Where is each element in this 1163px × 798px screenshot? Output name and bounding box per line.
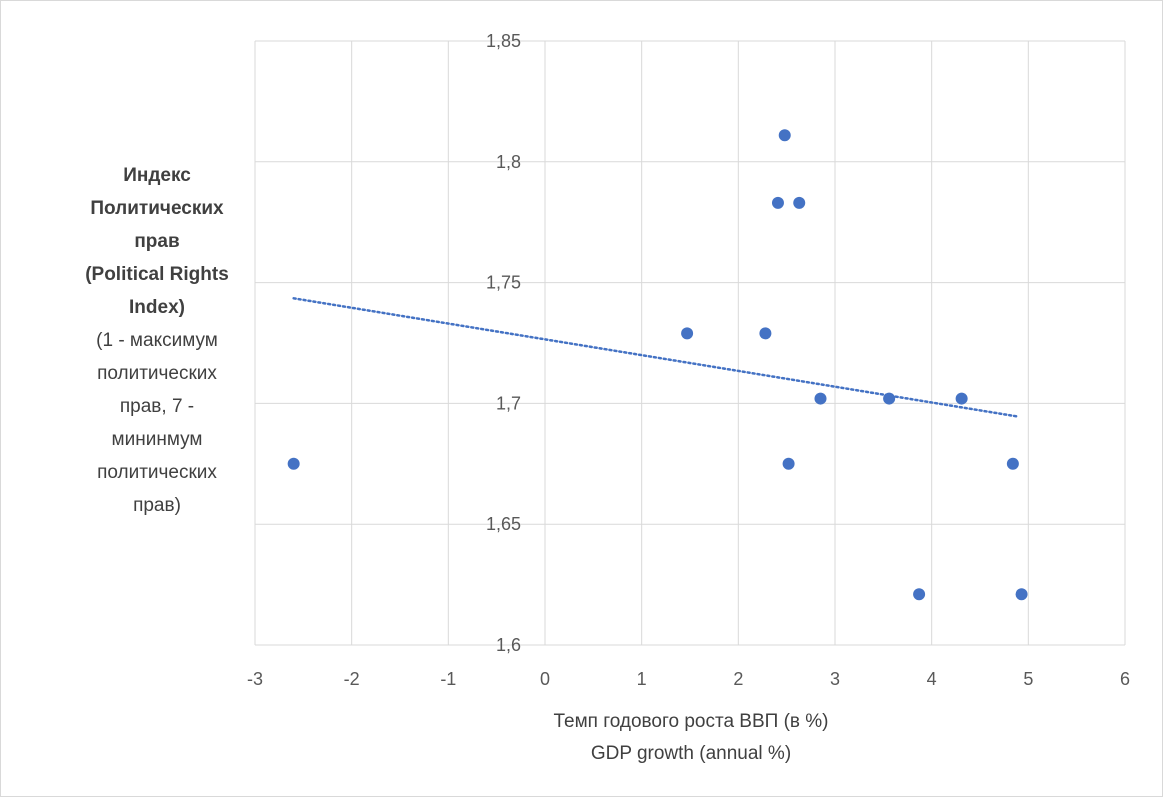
x-tick-label: 6: [1120, 669, 1130, 689]
x-tick-label: 4: [927, 669, 937, 689]
data-point: [287, 457, 300, 470]
data-point: [778, 129, 791, 142]
x-tick-label: -3: [247, 669, 263, 689]
data-point: [681, 327, 694, 340]
y-label-bold-line: Индекс: [123, 165, 191, 186]
y-tick-label: 1,75: [486, 273, 521, 293]
data-point: [883, 392, 896, 405]
x-label-line: Темп годового роста ВВП (в %): [553, 711, 829, 732]
trendline: [292, 297, 1020, 418]
y-label-line: (1 - максимум: [96, 330, 218, 351]
data-point: [814, 392, 827, 405]
y-tick-label: 1,65: [486, 514, 521, 534]
x-label-line: GDP growth (annual %): [590, 743, 792, 764]
y-label-bold-line: (Political Rights: [85, 264, 229, 285]
y-label-line: прав): [133, 495, 181, 516]
y-label-line: политических: [97, 462, 217, 483]
data-point: [759, 327, 772, 340]
y-label-bold-line: Политических: [90, 198, 224, 219]
x-tick-label: -2: [344, 669, 360, 689]
data-point: [793, 196, 806, 209]
data-point: [771, 196, 784, 209]
x-tick-label: 2: [733, 669, 743, 689]
y-label-line: политических: [97, 363, 217, 384]
data-point: [782, 457, 795, 470]
x-tick-label: -1: [440, 669, 456, 689]
y-tick-label: 1,85: [486, 31, 521, 51]
x-tick-label: 3: [830, 669, 840, 689]
y-label-bold-line: Index): [129, 297, 185, 318]
y-label-bold-line: прав: [134, 231, 180, 252]
x-axis-label: Темп годового роста ВВП (в %) GDP growth…: [441, 706, 941, 770]
data-point: [913, 588, 926, 601]
x-tick-label: 1: [637, 669, 647, 689]
y-label-line: прав, 7 -: [119, 396, 195, 417]
x-tick-label: 0: [540, 669, 550, 689]
data-point: [955, 392, 968, 405]
y-tick-label: 1,7: [496, 393, 521, 413]
data-point: [1015, 588, 1028, 601]
y-axis-label: Индекс Политических прав (Political Righ…: [59, 159, 255, 522]
y-tick-label: 1,6: [496, 635, 521, 655]
x-tick-label: 5: [1023, 669, 1033, 689]
y-tick-label: 1,8: [496, 152, 521, 172]
y-label-line: мининмум: [111, 429, 203, 450]
data-point: [1006, 457, 1019, 470]
